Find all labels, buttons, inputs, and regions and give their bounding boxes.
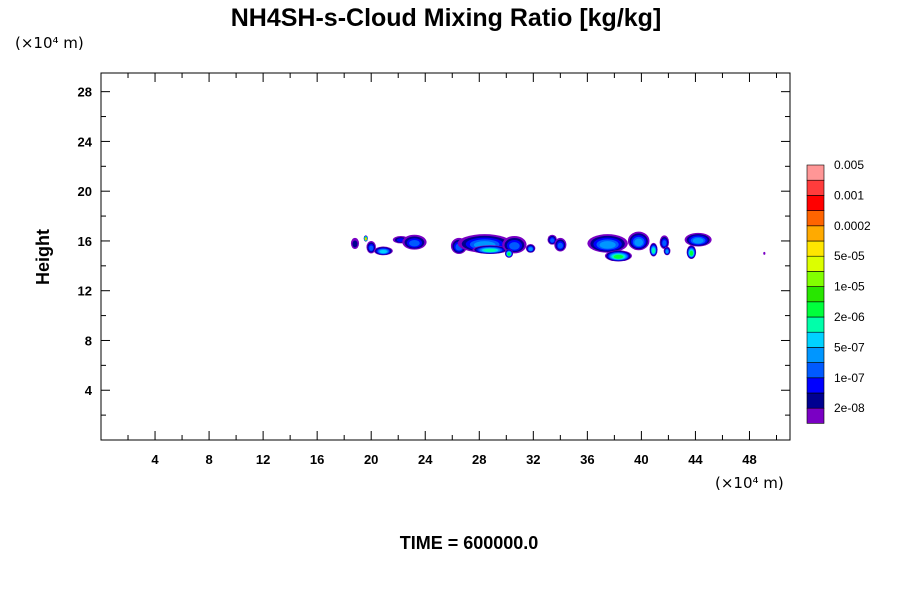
colorbar-label: 0.005 bbox=[834, 158, 864, 172]
colorbar-swatch bbox=[806, 362, 825, 379]
x-tick-label: 28 bbox=[472, 452, 486, 467]
cloud-patch bbox=[663, 246, 671, 256]
colorbar-swatch bbox=[806, 164, 825, 181]
x-tick-label: 8 bbox=[205, 452, 212, 467]
colorbar-swatch bbox=[806, 240, 825, 257]
cloud-patch bbox=[659, 235, 670, 250]
x-tick-label: 32 bbox=[526, 452, 540, 467]
colorbar-swatch bbox=[806, 286, 825, 303]
colorbar-swatch bbox=[806, 331, 825, 348]
colorbar-label: 1e-05 bbox=[834, 280, 865, 294]
plot-frame bbox=[100, 72, 791, 441]
cloud-patch bbox=[649, 242, 658, 257]
colorbar-swatch bbox=[806, 179, 825, 196]
y-tick-label: 24 bbox=[78, 134, 93, 149]
cloud-contour bbox=[613, 254, 624, 259]
colorbar-swatch bbox=[806, 392, 825, 409]
cloud-patch bbox=[525, 244, 536, 253]
cloud-contour bbox=[763, 251, 766, 255]
cloud-patch bbox=[686, 245, 697, 259]
colorbar-swatch bbox=[806, 347, 825, 363]
cloud-field bbox=[350, 231, 766, 262]
cloud-contour bbox=[379, 249, 387, 254]
x-tick-label: 40 bbox=[634, 452, 648, 467]
cloud-patch bbox=[502, 235, 527, 254]
colorbar-swatch bbox=[806, 377, 825, 394]
y-tick-label: 8 bbox=[85, 333, 92, 348]
cloud-patch bbox=[587, 234, 628, 253]
cloud-contour bbox=[689, 250, 694, 256]
x-tick-label: 36 bbox=[580, 452, 594, 467]
x-tick-label: 16 bbox=[310, 452, 324, 467]
cloud-patch bbox=[402, 234, 427, 250]
colorbar-swatch bbox=[806, 301, 825, 318]
colorbar-swatch bbox=[806, 255, 825, 272]
cloud-patch bbox=[373, 246, 393, 256]
cloud-patch bbox=[363, 235, 368, 242]
y-tick-label: 12 bbox=[78, 284, 92, 299]
y-axis: 4 8 12 16 20 24 28 bbox=[78, 85, 790, 416]
cloud-contour bbox=[352, 240, 358, 248]
cloud-patch bbox=[684, 232, 712, 247]
cloud-contour bbox=[528, 247, 533, 251]
x-tick-label: 12 bbox=[256, 452, 270, 467]
colorbar-label: 0.001 bbox=[834, 188, 864, 202]
colorbar-swatch bbox=[806, 195, 825, 211]
cloud-patch bbox=[763, 251, 766, 255]
colorbar-label: 2e-06 bbox=[834, 310, 865, 324]
y-axis-label: Height bbox=[33, 229, 53, 285]
time-label: TIME = 600000.0 bbox=[400, 533, 539, 553]
cloud-patch bbox=[547, 234, 557, 245]
x-axis: 4 8 12 16 20 24 28 32 36 40 44 48 bbox=[127, 73, 777, 467]
cloud-contour bbox=[652, 248, 655, 254]
colorbar: 2e-08 1e-07 5e-07 2e-06 1e-05 5e-05 0.0002 0.00… bbox=[806, 158, 871, 424]
colorbar-label: 5e-05 bbox=[834, 249, 865, 263]
colorbar-label: 2e-08 bbox=[834, 401, 865, 415]
cloud-patch bbox=[627, 231, 650, 251]
colorbar-label: 1e-07 bbox=[834, 371, 865, 385]
cloud-patch bbox=[350, 237, 360, 250]
x-tick-label: 20 bbox=[364, 452, 378, 467]
y-tick-label: 4 bbox=[85, 383, 93, 398]
colorbar-label: 5e-07 bbox=[834, 340, 865, 354]
cloud-contour bbox=[365, 238, 367, 240]
x-tick-label: 4 bbox=[151, 452, 159, 467]
colorbar-swatch bbox=[806, 407, 825, 424]
cloud-contour bbox=[409, 239, 420, 247]
cloud-contour bbox=[369, 245, 374, 251]
cloud-contour bbox=[557, 242, 563, 249]
cloud-contour bbox=[692, 237, 704, 244]
colorbar-swatch bbox=[806, 225, 825, 242]
x-tick-label: 44 bbox=[688, 452, 703, 467]
cloud-contour bbox=[550, 238, 555, 243]
cloud-patch bbox=[604, 250, 632, 262]
cloud-contour bbox=[634, 238, 644, 247]
y-tick-label: 28 bbox=[78, 85, 92, 100]
chart-title: NH4SH-s-Cloud Mixing Ratio [kg/kg] bbox=[231, 4, 662, 32]
colorbar-swatch bbox=[806, 271, 825, 287]
cloud-patch bbox=[504, 249, 514, 258]
colorbar-swatch bbox=[806, 210, 825, 227]
x-tick-label: 24 bbox=[418, 452, 433, 467]
cloud-contour bbox=[662, 240, 667, 247]
cloud-patch bbox=[472, 245, 508, 255]
x-unit-label: (×10⁴ m) bbox=[715, 474, 784, 492]
cloud-contour bbox=[509, 242, 520, 250]
cloud-contour bbox=[483, 248, 497, 252]
y-tick-label: 16 bbox=[78, 234, 92, 249]
x-tick-label: 48 bbox=[742, 452, 756, 467]
colorbar-swatch bbox=[806, 316, 825, 333]
cloud-patch bbox=[366, 240, 376, 254]
cloud-patch bbox=[554, 237, 567, 252]
cloud-contour bbox=[665, 249, 669, 254]
y-unit-label: (×10⁴ m) bbox=[15, 34, 84, 52]
y-tick-label: 20 bbox=[78, 184, 92, 199]
cloud-contour bbox=[507, 252, 511, 256]
colorbar-label: 0.0002 bbox=[834, 219, 871, 233]
cloud-contour bbox=[599, 241, 616, 249]
